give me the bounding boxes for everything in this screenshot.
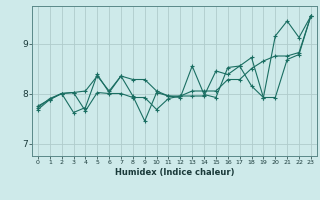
X-axis label: Humidex (Indice chaleur): Humidex (Indice chaleur) (115, 168, 234, 177)
